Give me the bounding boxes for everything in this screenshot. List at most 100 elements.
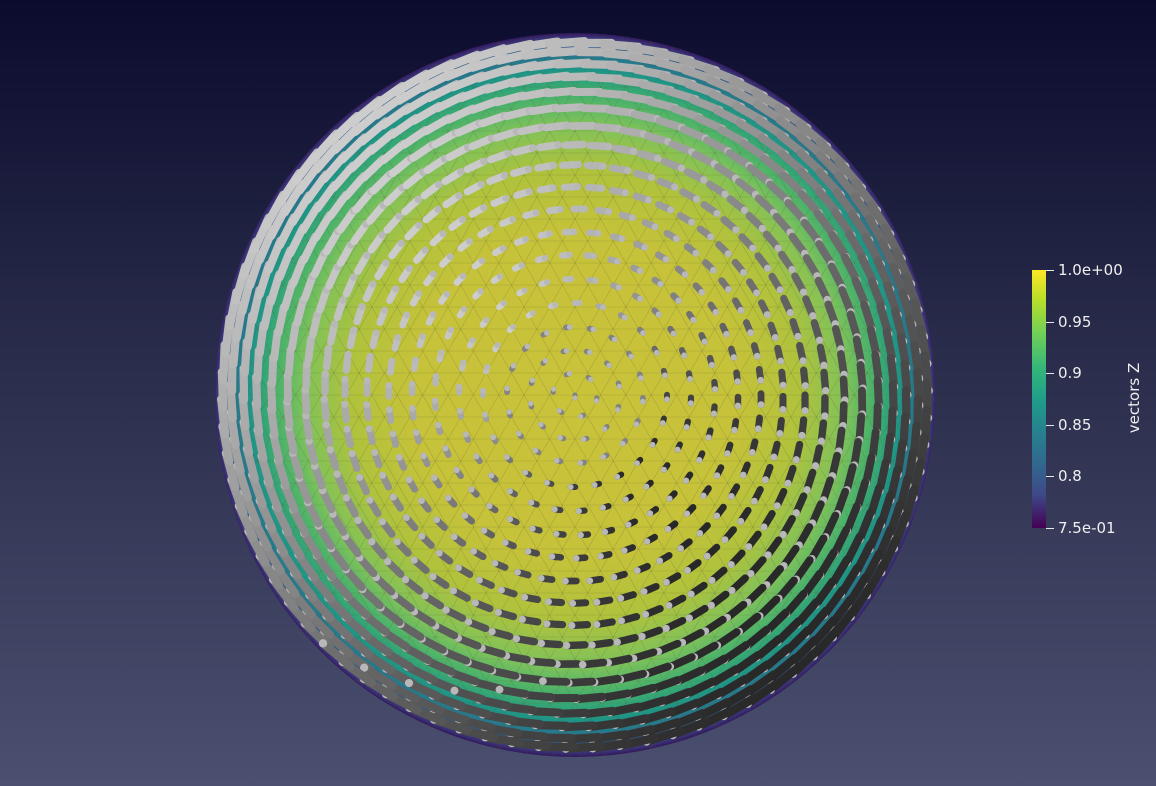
vector-glyph-cap xyxy=(363,401,371,409)
vector-glyph-cap xyxy=(371,448,379,456)
vector-glyph xyxy=(396,620,425,641)
vector-glyph-cap xyxy=(480,527,488,534)
vector-glyph-cap xyxy=(385,406,393,414)
vector-glyph-cap xyxy=(578,660,587,669)
vector-glyph xyxy=(454,119,484,137)
vector-glyph xyxy=(579,104,611,113)
vector-glyph-cap xyxy=(453,466,460,474)
vector-glyph-cap xyxy=(521,287,528,294)
vector-glyph-cap xyxy=(677,164,686,172)
vector-glyph-cap xyxy=(552,302,559,308)
vector-glyph-cap xyxy=(724,250,732,258)
vector-glyph-cap xyxy=(619,440,626,447)
vector-glyph-cap xyxy=(538,421,544,428)
vector-glyph-cap xyxy=(754,425,762,433)
vector-glyph-cap xyxy=(419,333,426,340)
vector-glyph-cap xyxy=(405,476,413,484)
vector-glyph-cap xyxy=(439,230,447,238)
vector-glyph-cap xyxy=(342,494,351,502)
vector-glyph-cap xyxy=(491,559,499,567)
color-legend: 1.0e+00 0.95 0.9 0.85 0.8 7.5e-01 xyxy=(1032,261,1123,537)
vector-glyph xyxy=(725,149,754,170)
vector-glyph-cap xyxy=(455,192,463,200)
vector-glyph-cap xyxy=(597,552,604,560)
vector-glyph-cap xyxy=(348,449,356,458)
vector-glyph-cap xyxy=(710,410,718,417)
vector-glyph-cap xyxy=(529,310,536,317)
vector-glyph-cap xyxy=(593,620,601,629)
vector-glyph-cap xyxy=(763,311,771,319)
vector-glyph-cap xyxy=(681,271,689,278)
vector-glyph xyxy=(450,686,487,704)
vector-glyph-cap xyxy=(593,398,600,404)
vector-glyph-cap xyxy=(569,599,577,607)
vector-glyph-cap xyxy=(490,434,497,441)
vector-glyph xyxy=(283,397,294,430)
vector-glyph-cap xyxy=(420,452,427,460)
vector-glyph-cap xyxy=(605,208,613,216)
vector-glyph-cap xyxy=(761,476,769,484)
vector-glyph xyxy=(336,206,358,234)
vector-glyph-cap xyxy=(477,180,485,189)
vector-glyph-cap xyxy=(744,543,753,551)
vector-glyph-cap xyxy=(546,230,553,238)
vector-glyph xyxy=(539,677,571,686)
vector-glyph-cap xyxy=(483,317,490,324)
vector-glyph-cap xyxy=(662,624,670,633)
vector-glyph-cap xyxy=(771,334,779,342)
vector-glyph xyxy=(528,103,560,116)
vector-glyph-cap xyxy=(712,309,720,316)
vector-glyph-cap xyxy=(339,296,347,304)
vector-glyph-cap xyxy=(770,453,778,461)
vector-glyph-cap xyxy=(690,316,697,324)
vector-glyph-cap xyxy=(524,165,533,173)
vector-glyph-cap xyxy=(497,586,505,594)
vector-glyph-cap xyxy=(809,312,817,320)
vector-glyph-cap xyxy=(666,495,673,502)
vector-glyph-cap xyxy=(544,479,550,486)
vector-glyph xyxy=(679,125,710,143)
vector-glyph-cap xyxy=(443,290,450,298)
vector-glyph-cap xyxy=(563,347,570,354)
vector-glyph xyxy=(590,674,622,687)
vector-glyph-cap xyxy=(318,639,328,648)
vector-glyph-cap xyxy=(396,453,403,461)
vector-glyph-cap xyxy=(482,411,488,418)
vector-glyph-cap xyxy=(504,385,511,392)
vector-glyph-cap xyxy=(708,361,716,369)
vector-glyph-cap xyxy=(556,205,564,213)
vector-glyph-cap xyxy=(506,515,514,523)
vector-glyph-cap xyxy=(721,190,729,198)
vector-glyph-cap xyxy=(442,445,449,452)
vector-glyph-cap xyxy=(622,496,629,503)
vector-glyph-cap xyxy=(365,425,373,433)
vector-glyph-cap xyxy=(696,529,704,537)
vector-glyph-cap xyxy=(333,470,341,478)
vector-glyph-cap xyxy=(747,329,754,337)
vector-glyph-cap xyxy=(421,592,429,600)
vector-glyph-cap xyxy=(681,352,688,359)
vector-glyph-cap xyxy=(739,471,747,479)
vector-glyph xyxy=(284,346,295,378)
vector-glyph xyxy=(690,641,719,662)
vector-glyph-cap xyxy=(510,323,516,330)
vector-glyph-cap xyxy=(468,486,475,493)
vector-glyph-cap xyxy=(683,424,690,431)
vector-glyph-cap xyxy=(561,577,569,585)
vector-glyph-cap xyxy=(606,362,612,369)
vector-glyph-cap xyxy=(341,400,349,408)
vector-glyph-cap xyxy=(734,402,742,410)
vector-glyph-cap xyxy=(687,400,694,407)
vector-glyph-cap xyxy=(515,430,522,437)
vector-glyph-cap xyxy=(727,560,735,569)
vector-glyph-cap xyxy=(728,586,736,595)
vector-glyph-cap xyxy=(625,521,632,528)
vector-glyph xyxy=(513,673,545,684)
vector-glyph xyxy=(703,136,732,155)
vector-glyph xyxy=(713,628,741,650)
vector-glyph xyxy=(284,423,298,455)
vector-glyph-cap xyxy=(588,641,596,649)
vector-glyph-cap xyxy=(412,356,419,364)
vector-glyph-cap xyxy=(475,576,483,584)
